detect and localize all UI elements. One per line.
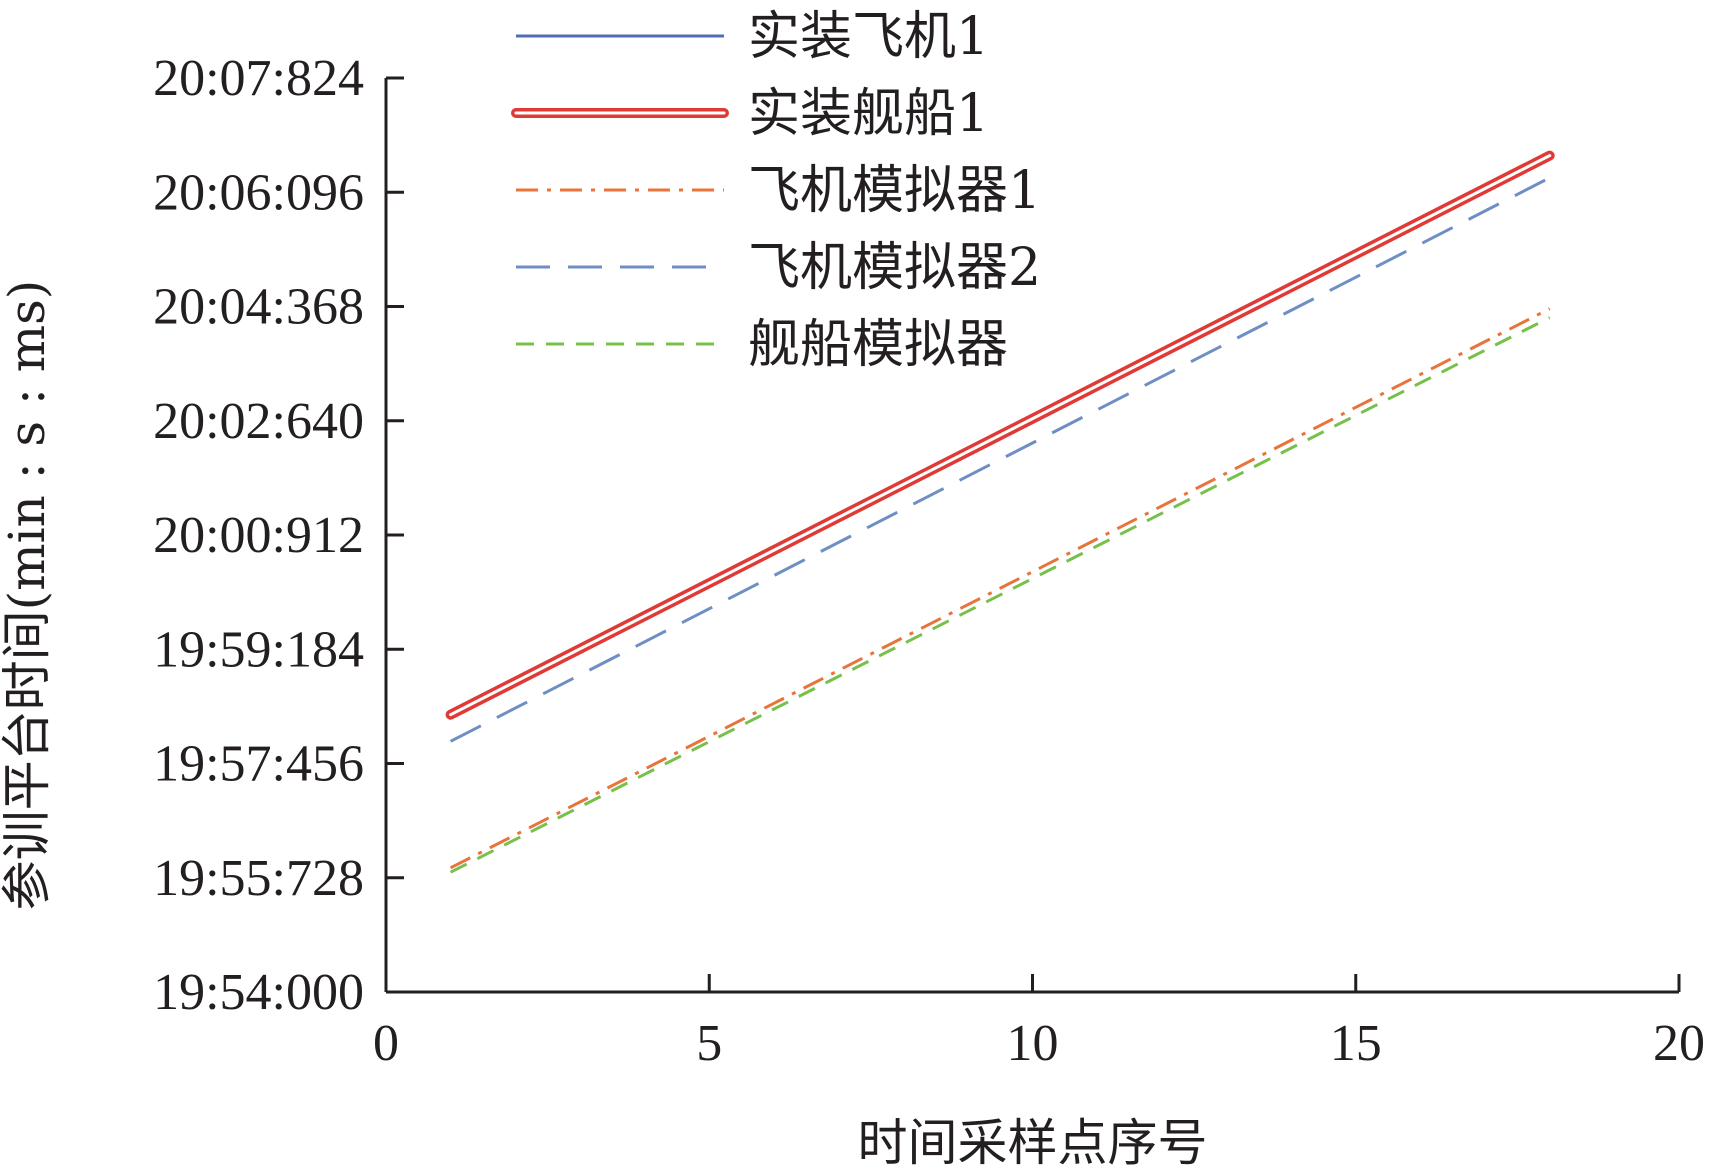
y-tick-label: 19:55:728 xyxy=(153,850,364,907)
x-tick-label: 10 xyxy=(1007,1015,1059,1072)
y-tick-label: 20:02:640 xyxy=(153,393,364,450)
legend-label: 飞机模拟器2 xyxy=(748,238,1041,298)
legend-item: 实装飞机1 xyxy=(516,7,989,67)
x-tick-label: 15 xyxy=(1330,1015,1382,1072)
y-tick-label: 20:07:824 xyxy=(153,50,364,107)
series-line-2 xyxy=(449,307,1551,870)
y-tick-label: 20:06:096 xyxy=(153,164,364,221)
series-line-1-inner xyxy=(449,154,1552,717)
legend: 实装飞机1 实装舰船1 飞机模拟器1 飞机模拟器2 舰船模拟器 xyxy=(511,7,1041,375)
legend-label: 实装舰船1 xyxy=(748,84,989,144)
y-tick-label: 19:57:456 xyxy=(153,736,364,793)
y-axis-title: 参训平台时间(min : s : ms) xyxy=(0,280,56,911)
legend-label: 舰船模拟器 xyxy=(748,315,1008,375)
legend-item: 实装舰船1 xyxy=(511,84,989,144)
legend-label: 实装飞机1 xyxy=(748,7,989,67)
plot-lines xyxy=(445,150,1555,874)
x-tick-label: 0 xyxy=(373,1015,399,1072)
x-tick-label: 20 xyxy=(1653,1015,1705,1072)
axes: 19:54:000 19:55:728 19:57:456 19:59:184 20:0… xyxy=(153,50,1705,1072)
legend-label: 飞机模拟器1 xyxy=(748,161,1041,221)
x-axis-title: 时间采样点序号 xyxy=(858,1114,1208,1172)
y-tick-label: 20:04:368 xyxy=(153,279,364,336)
legend-item: 飞机模拟器1 xyxy=(516,161,1041,221)
x-tick-label: 5 xyxy=(696,1015,722,1072)
y-tick-label: 20:00:912 xyxy=(153,507,364,564)
y-tick-label: 19:54:000 xyxy=(153,964,364,1021)
y-tick-label: 19:59:184 xyxy=(153,621,364,678)
legend-item: 飞机模拟器2 xyxy=(516,238,1041,298)
legend-item: 舰船模拟器 xyxy=(516,315,1008,375)
series-line-4 xyxy=(449,316,1551,874)
